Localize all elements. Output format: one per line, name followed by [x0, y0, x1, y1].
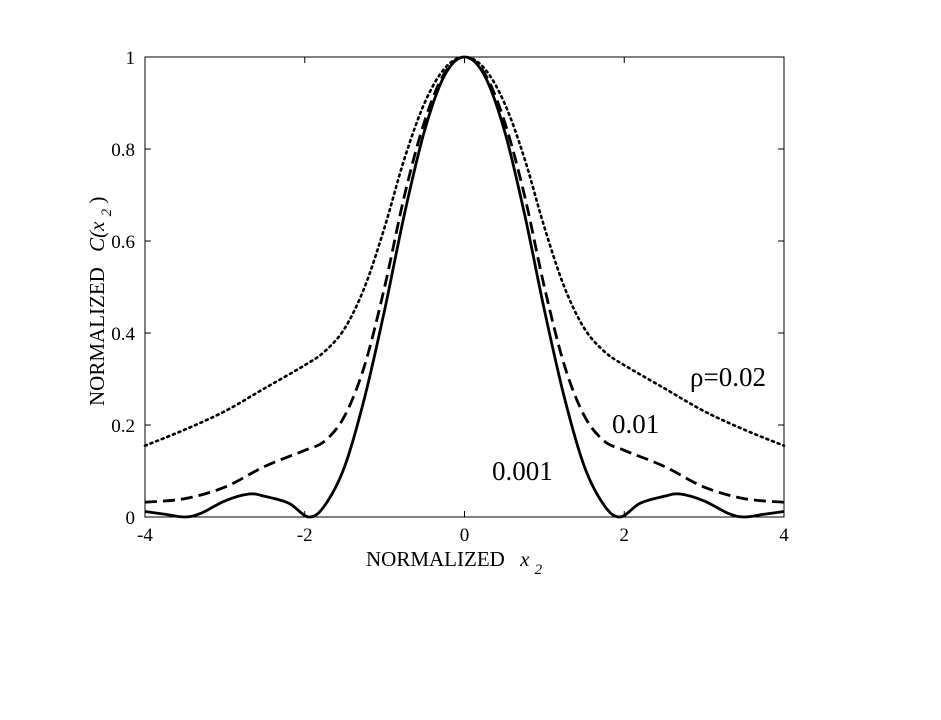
curves [143, 55, 786, 519]
y-axis-label-close: ) [85, 197, 109, 204]
y-tick-label: 0.6 [111, 232, 135, 253]
plot-frame [144, 56, 785, 518]
series-line-dashed [144, 55, 785, 504]
series-line-dotted [143, 55, 786, 447]
y-axis-label-text: NORMALIZED [85, 267, 109, 406]
y-axis-label: NORMALIZED C(x 2 ) [85, 197, 116, 406]
y-tick-label: 0.8 [111, 140, 135, 161]
ticks: -4 -2 0 2 4 0 0.2 0.4 0.6 0.8 1 [111, 48, 789, 546]
series-line-solid [144, 55, 785, 519]
y-axis-label-var: C(x [85, 221, 109, 252]
y-tick-label: 0 [126, 508, 136, 529]
y-tick-label: 0.4 [111, 324, 135, 345]
x-tick-label: -2 [297, 525, 313, 546]
x-tick-label: 0 [460, 525, 470, 546]
y-axis-label-sub: 2 [99, 208, 115, 216]
label-001: 0.01 [612, 409, 659, 439]
x-axis-label-text: NORMALIZED [366, 547, 505, 571]
x-tick-label: 4 [779, 525, 789, 546]
x-axis-label-var: x [519, 547, 530, 571]
x-axis-label: NORMALIZED x 2 [366, 547, 543, 578]
x-axis-label-sub: 2 [535, 562, 543, 578]
x-tick-label: -4 [137, 525, 153, 546]
label-0001: 0.001 [492, 456, 553, 486]
label-rho-002: ρ=0.02 [690, 362, 766, 392]
x-tick-label: 2 [620, 525, 630, 546]
y-tick-label: 1 [126, 48, 136, 69]
y-tick-label: 0.2 [111, 416, 135, 437]
